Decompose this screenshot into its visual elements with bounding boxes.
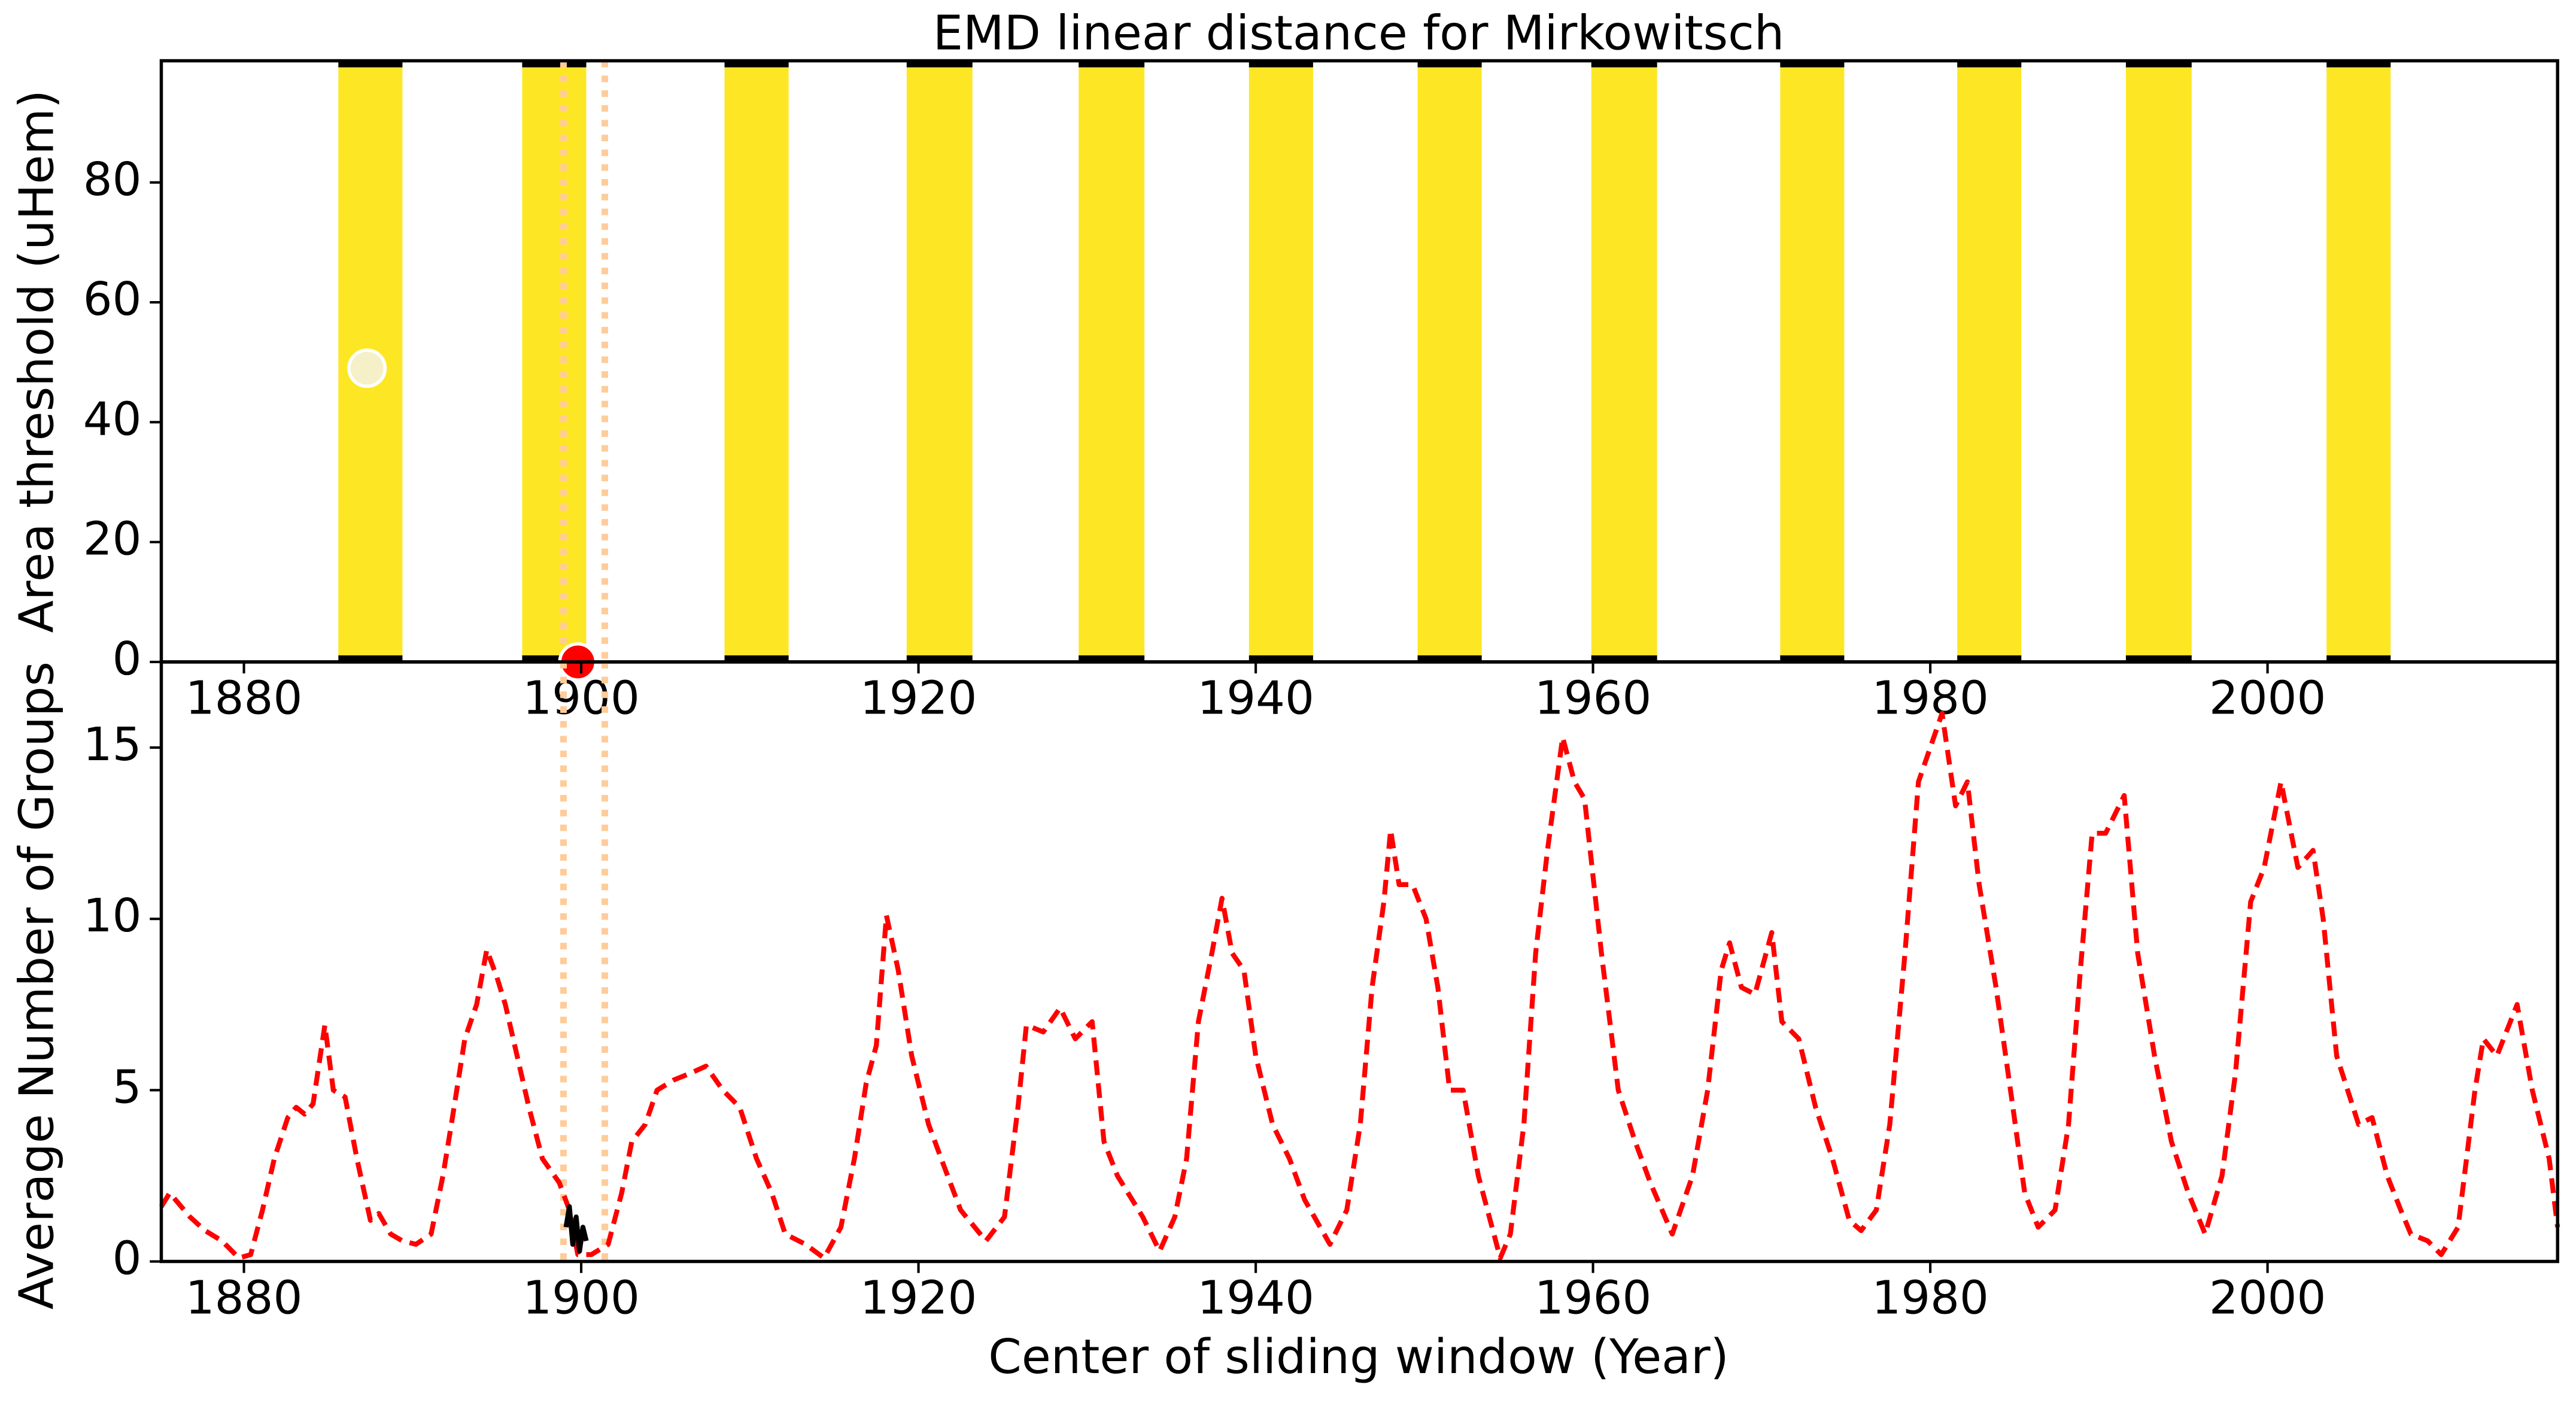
x-axis-label: Center of sliding window (Year)	[988, 1329, 1729, 1384]
y-tick-label: 80	[83, 153, 142, 207]
band	[1248, 60, 1313, 662]
band-cap	[2326, 60, 2391, 68]
x-tick-label: 1980	[1872, 672, 1989, 725]
y-axis-label: Average Number of Groups	[8, 661, 64, 1310]
band	[522, 60, 587, 662]
x-tick-label: 1880	[186, 672, 303, 725]
x-tick-label: 1980	[1872, 1271, 1989, 1325]
x-tick-label: 1920	[860, 672, 977, 725]
band-cap	[906, 60, 973, 68]
band-cap	[1079, 60, 1145, 68]
line-series	[563, 1204, 589, 1254]
band-cap	[1248, 60, 1313, 68]
band	[2125, 60, 2192, 662]
chart-title: EMD linear distance for Mirkowitsch	[933, 5, 1785, 60]
x-tick-label: 1940	[1197, 1271, 1314, 1325]
band-cap	[1417, 655, 1482, 662]
band	[1417, 60, 1482, 662]
band	[1591, 60, 1657, 662]
y-tick-label: 5	[113, 1061, 142, 1114]
band-cap	[1591, 60, 1657, 68]
band-cap	[1780, 60, 1845, 68]
band-cap	[1780, 655, 1845, 662]
band	[2326, 60, 2391, 662]
band-cap	[724, 60, 789, 68]
x-tick-label: 1920	[860, 1271, 977, 1325]
x-tick-label: 1900	[523, 1271, 640, 1325]
x-tick-label: 1900	[523, 672, 640, 725]
band-cap	[1591, 655, 1657, 662]
band-cap	[1248, 655, 1313, 662]
y-tick-label: 20	[83, 513, 142, 566]
y-tick-label: 10	[83, 889, 142, 943]
band-cap	[1417, 60, 1482, 68]
x-tick-label: 2000	[2209, 1271, 2326, 1325]
band-cap	[338, 655, 403, 662]
x-tick-label: 1880	[186, 1271, 303, 1325]
x-tick-label: 2000	[2209, 672, 2326, 725]
x-tick-label: 1960	[1535, 1271, 1652, 1325]
band	[1079, 60, 1145, 662]
band-cap	[724, 655, 789, 662]
band-cap	[522, 60, 587, 68]
point	[347, 348, 387, 388]
band	[1780, 60, 1845, 662]
band-cap	[2125, 60, 2192, 68]
plot-frame	[159, 59, 2559, 664]
band	[1957, 60, 2022, 662]
y-axis-label: Area threshold (uHem)	[8, 90, 64, 633]
band-cap	[1079, 655, 1145, 662]
band-cap	[1957, 60, 2022, 68]
y-tick-label: 60	[83, 273, 142, 326]
y-tick-label: 0	[113, 633, 142, 686]
x-tick-label: 1940	[1197, 672, 1314, 725]
band	[906, 60, 973, 662]
y-tick-label: 15	[83, 718, 142, 772]
band-cap	[2125, 655, 2192, 662]
x-tick-label: 1960	[1535, 672, 1652, 725]
band-cap	[1957, 655, 2022, 662]
band-cap	[2326, 655, 2391, 662]
plot-frame	[159, 660, 2559, 1264]
band-cap	[522, 655, 587, 662]
line-series	[159, 710, 2560, 1261]
band-cap	[338, 60, 403, 68]
band	[724, 60, 789, 662]
y-tick-label: 40	[83, 393, 142, 446]
y-tick-label: 0	[113, 1232, 142, 1285]
band-cap	[906, 655, 973, 662]
